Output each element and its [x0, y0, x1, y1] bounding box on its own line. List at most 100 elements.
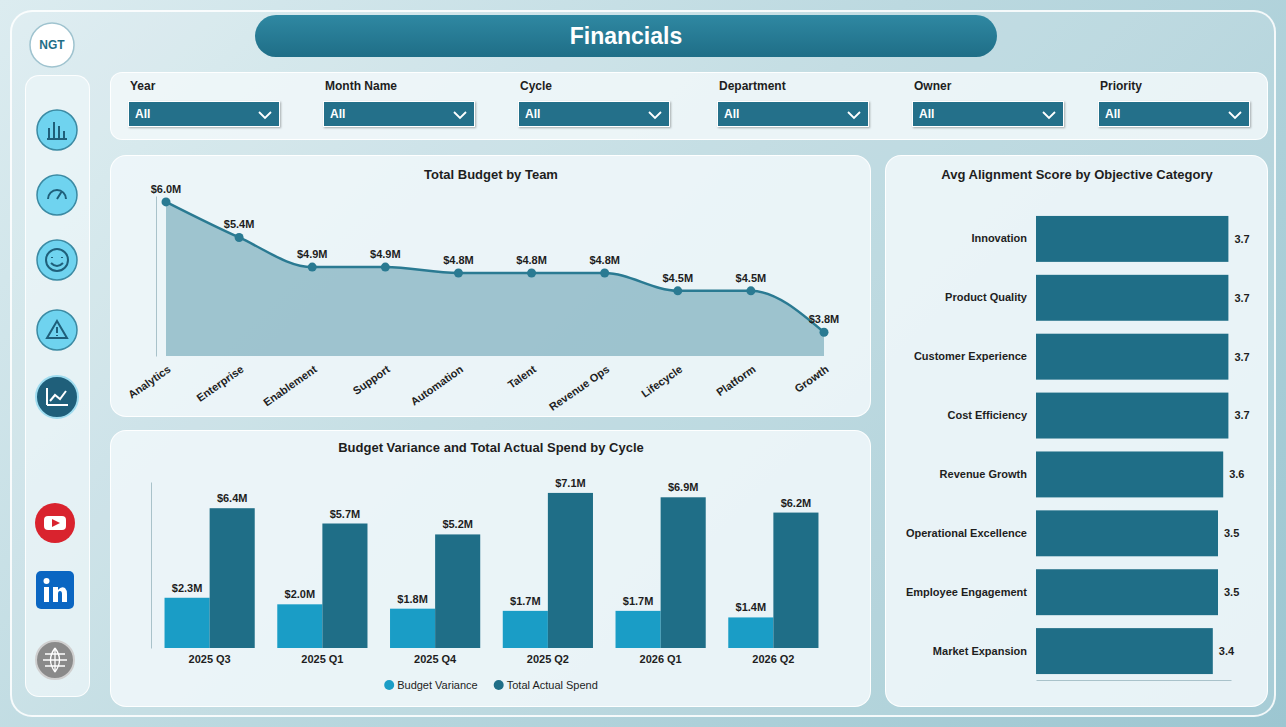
- chevron-path: [1229, 112, 1241, 118]
- y-axis-label: Customer Experience: [914, 350, 1027, 362]
- nav-icon-glyph: [47, 388, 68, 405]
- filter-dropdown[interactable]: All: [912, 101, 1064, 127]
- point: [673, 286, 682, 295]
- chevron-path: [259, 112, 271, 118]
- plot-area: [165, 493, 819, 648]
- data-label: 3.7: [1234, 409, 1249, 421]
- data-label: 3.4: [1219, 645, 1235, 657]
- nav-icon[interactable]: [37, 175, 77, 215]
- filter-dropdown[interactable]: All: [128, 101, 280, 127]
- bar: [616, 611, 661, 648]
- data-label: $5.4M: [224, 218, 255, 230]
- x-axis-tick: Support: [351, 363, 393, 397]
- nav-icon-glyph: [47, 321, 67, 338]
- x-axis-tick: Automation: [408, 363, 465, 408]
- x-axis-label: 2025 Q4: [414, 653, 457, 665]
- data-label: $6.2M: [781, 497, 812, 509]
- data-label: $6.0M: [151, 183, 182, 195]
- filter-label: Month Name: [325, 79, 397, 93]
- x-axis-tick: Enterprise: [194, 363, 245, 404]
- nav-icon-glyph: [46, 249, 68, 271]
- bar: [548, 493, 593, 648]
- nav-icon-bg: [37, 240, 77, 280]
- data-label: $5.7M: [330, 508, 361, 520]
- x-axis: AnalyticsEnterpriseEnablementSupportAuto…: [126, 363, 831, 413]
- y-axis-tick: Revenue Growth: [940, 468, 1028, 480]
- legend-item[interactable]: Total Actual Spend: [494, 679, 598, 691]
- point: [235, 233, 244, 242]
- filter-value: All: [525, 107, 540, 121]
- legend: Budget Variance Total Actual Spend: [384, 679, 598, 691]
- y-axis-label: Product Quality: [945, 291, 1028, 303]
- bar: [277, 604, 322, 648]
- x-axis-tick: Lifecycle: [639, 363, 684, 400]
- data-label: $2.3M: [172, 582, 203, 594]
- legend-swatch: [384, 680, 394, 690]
- point: [162, 197, 171, 206]
- data-label: $4.8M: [516, 254, 547, 266]
- bar: [1036, 216, 1228, 262]
- legend-swatch: [494, 680, 504, 690]
- variance-spend-panel: Budget Variance and Total Actual Spend b…: [110, 430, 871, 707]
- logo-text: NGT: [39, 38, 65, 52]
- nav-icon[interactable]: [37, 110, 77, 150]
- data-label: 3.7: [1234, 351, 1249, 363]
- y-axis-tick: Market Expansion: [933, 645, 1027, 657]
- youtube-bg: [35, 503, 75, 543]
- chevron-path: [848, 112, 860, 118]
- nav-icon-active[interactable]: [36, 376, 78, 418]
- data-label: $4.8M: [589, 254, 620, 266]
- filter-dropdown[interactable]: All: [323, 101, 475, 127]
- filter-value: All: [1105, 107, 1120, 121]
- point: [600, 269, 609, 278]
- x-axis-tick: Analytics: [126, 363, 173, 401]
- data-label: 3.7: [1234, 292, 1249, 304]
- plot-area: [162, 197, 829, 356]
- data-label: $1.8M: [397, 593, 428, 605]
- x-axis: [1037, 680, 1232, 681]
- filter-chevron: [258, 110, 272, 120]
- nav-icon[interactable]: [37, 310, 77, 350]
- data-label: 3.5: [1224, 586, 1239, 598]
- y-axis: [156, 197, 157, 357]
- filter-dropdown[interactable]: All: [717, 101, 869, 127]
- chart-title: Budget Variance and Total Actual Spend b…: [338, 440, 644, 455]
- x-axis-tick: 2025 Q3: [189, 653, 231, 665]
- filter-value: All: [919, 107, 934, 121]
- nav-icon[interactable]: [37, 240, 77, 280]
- page-title: Financials: [255, 15, 997, 57]
- x-axis-label: Growth: [792, 363, 831, 395]
- filter-dropdown[interactable]: All: [518, 101, 670, 127]
- youtube-icon[interactable]: [35, 503, 75, 543]
- budget-by-team-panel: Total Budget by Team$6.0M$5.4M$4.9M$4.9M…: [110, 155, 871, 417]
- bar: [390, 609, 435, 648]
- web-bg: [36, 641, 74, 679]
- filter-chevron: [648, 110, 662, 120]
- chevron-path: [454, 112, 466, 118]
- filter-label: Cycle: [520, 79, 552, 93]
- x-axis-label: 2025 Q3: [189, 653, 231, 665]
- legend-item[interactable]: Budget Variance: [384, 679, 478, 691]
- filter-chevron: [847, 110, 861, 120]
- filter-dropdown[interactable]: All: [1098, 101, 1250, 127]
- x-axis-label: 2025 Q1: [301, 653, 343, 665]
- x-axis-label: Lifecycle: [639, 363, 684, 400]
- linkedin-icon[interactable]: [36, 571, 74, 609]
- x-axis-label: Talent: [505, 363, 538, 391]
- youtube-frame: [44, 516, 66, 530]
- y-axis-tick: Product Quality: [945, 291, 1028, 303]
- bar: [1036, 275, 1228, 321]
- linkedin-glyph: [53, 587, 67, 602]
- chart-title: Avg Alignment Score by Objective Categor…: [941, 167, 1213, 182]
- y-axis-tick: Cost Efficiency: [948, 409, 1028, 421]
- point: [381, 263, 390, 272]
- x-axis-tick: Talent: [505, 363, 538, 391]
- chevron-path: [649, 112, 661, 118]
- x-axis-tick: 2025 Q2: [527, 653, 569, 665]
- y-axis-tick: Customer Experience: [914, 350, 1027, 362]
- logo[interactable]: NGT: [30, 23, 74, 67]
- filter-chevron: [1042, 110, 1056, 120]
- web-icon[interactable]: [36, 641, 74, 679]
- y-axis-label: Revenue Growth: [940, 468, 1028, 480]
- point: [527, 269, 536, 278]
